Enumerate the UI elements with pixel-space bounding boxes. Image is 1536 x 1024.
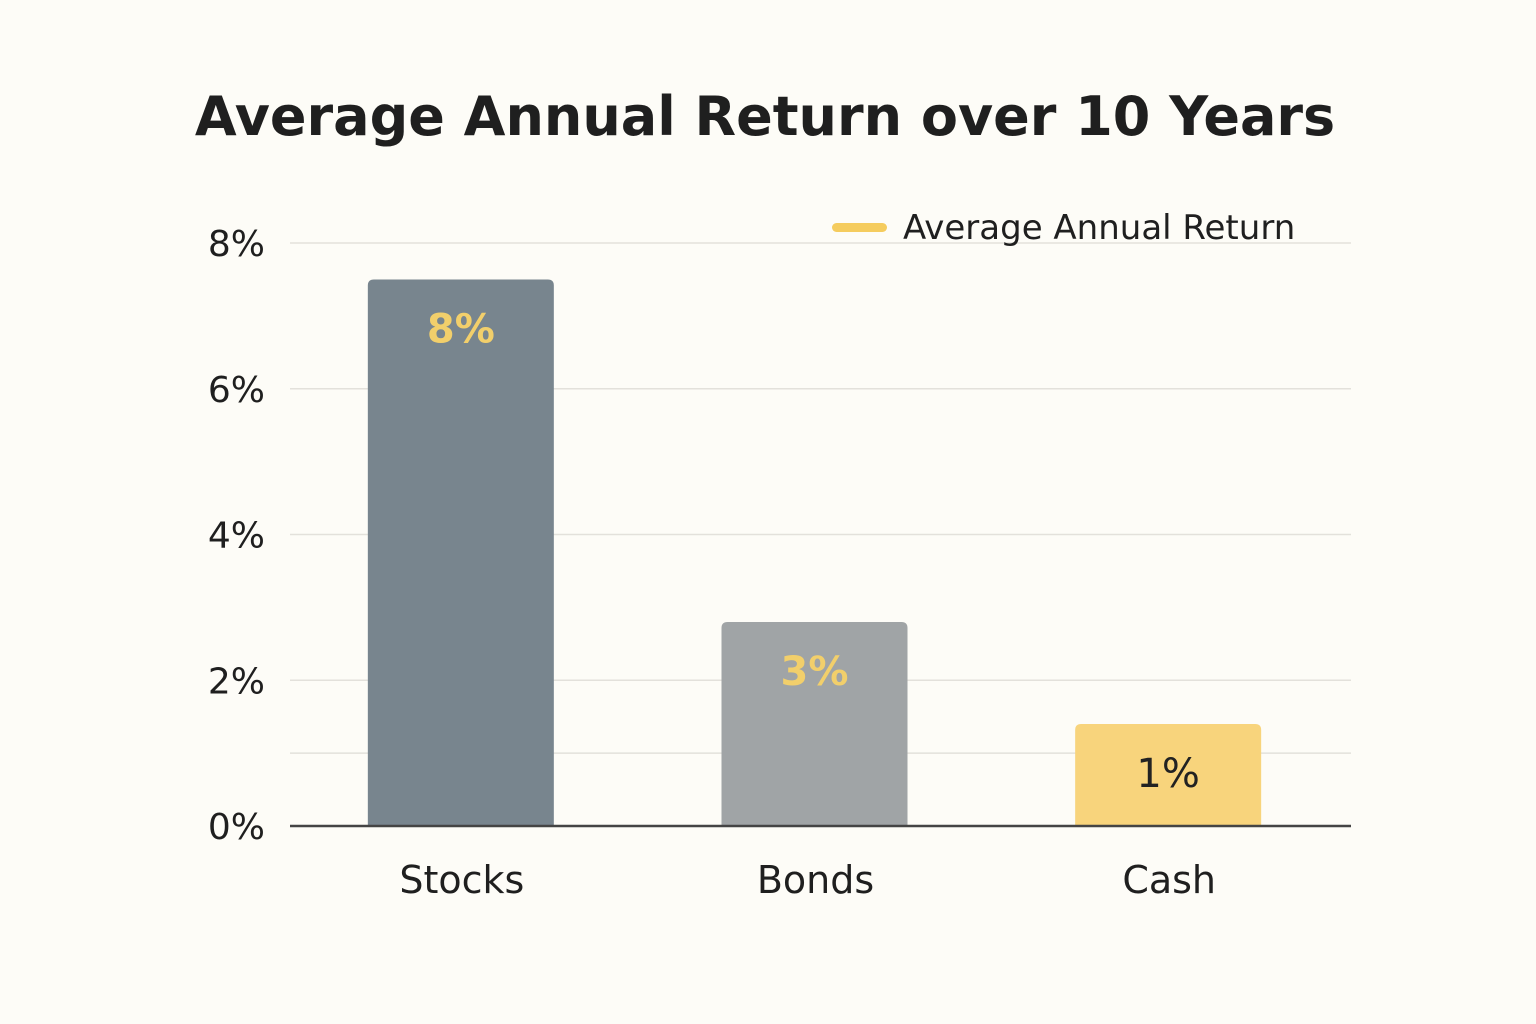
bar-cash [1075, 723, 1262, 826]
y-tick-label: 8% [208, 224, 265, 265]
data-label: 1% [1136, 751, 1199, 797]
data-label: 3% [781, 649, 849, 695]
x-category-label: Bonds [757, 858, 874, 902]
y-tick-label: 4% [208, 516, 265, 557]
y-tick-label: 2% [208, 661, 265, 702]
bars: 8% 3% 1% [367, 279, 1262, 826]
y-tick-label: 6% [208, 370, 265, 411]
legend: Average Annual Return [832, 208, 1295, 248]
y-tick-label: 0% [208, 807, 265, 848]
legend-label: Average Annual Return [903, 208, 1295, 248]
bar-bonds [721, 621, 908, 826]
x-category-label: Stocks [399, 858, 524, 902]
bar-stocks [367, 279, 554, 826]
legend-swatch [832, 223, 887, 232]
x-category-label: Cash [1122, 858, 1216, 902]
y-axis-ticks: 0% 2% 4% 6% 8% [208, 224, 265, 848]
chart-title: Average Annual Return over 10 Years [195, 85, 1335, 148]
x-axis-categories: Stocks Bonds Cash [399, 858, 1216, 902]
data-label: 8% [427, 306, 495, 352]
